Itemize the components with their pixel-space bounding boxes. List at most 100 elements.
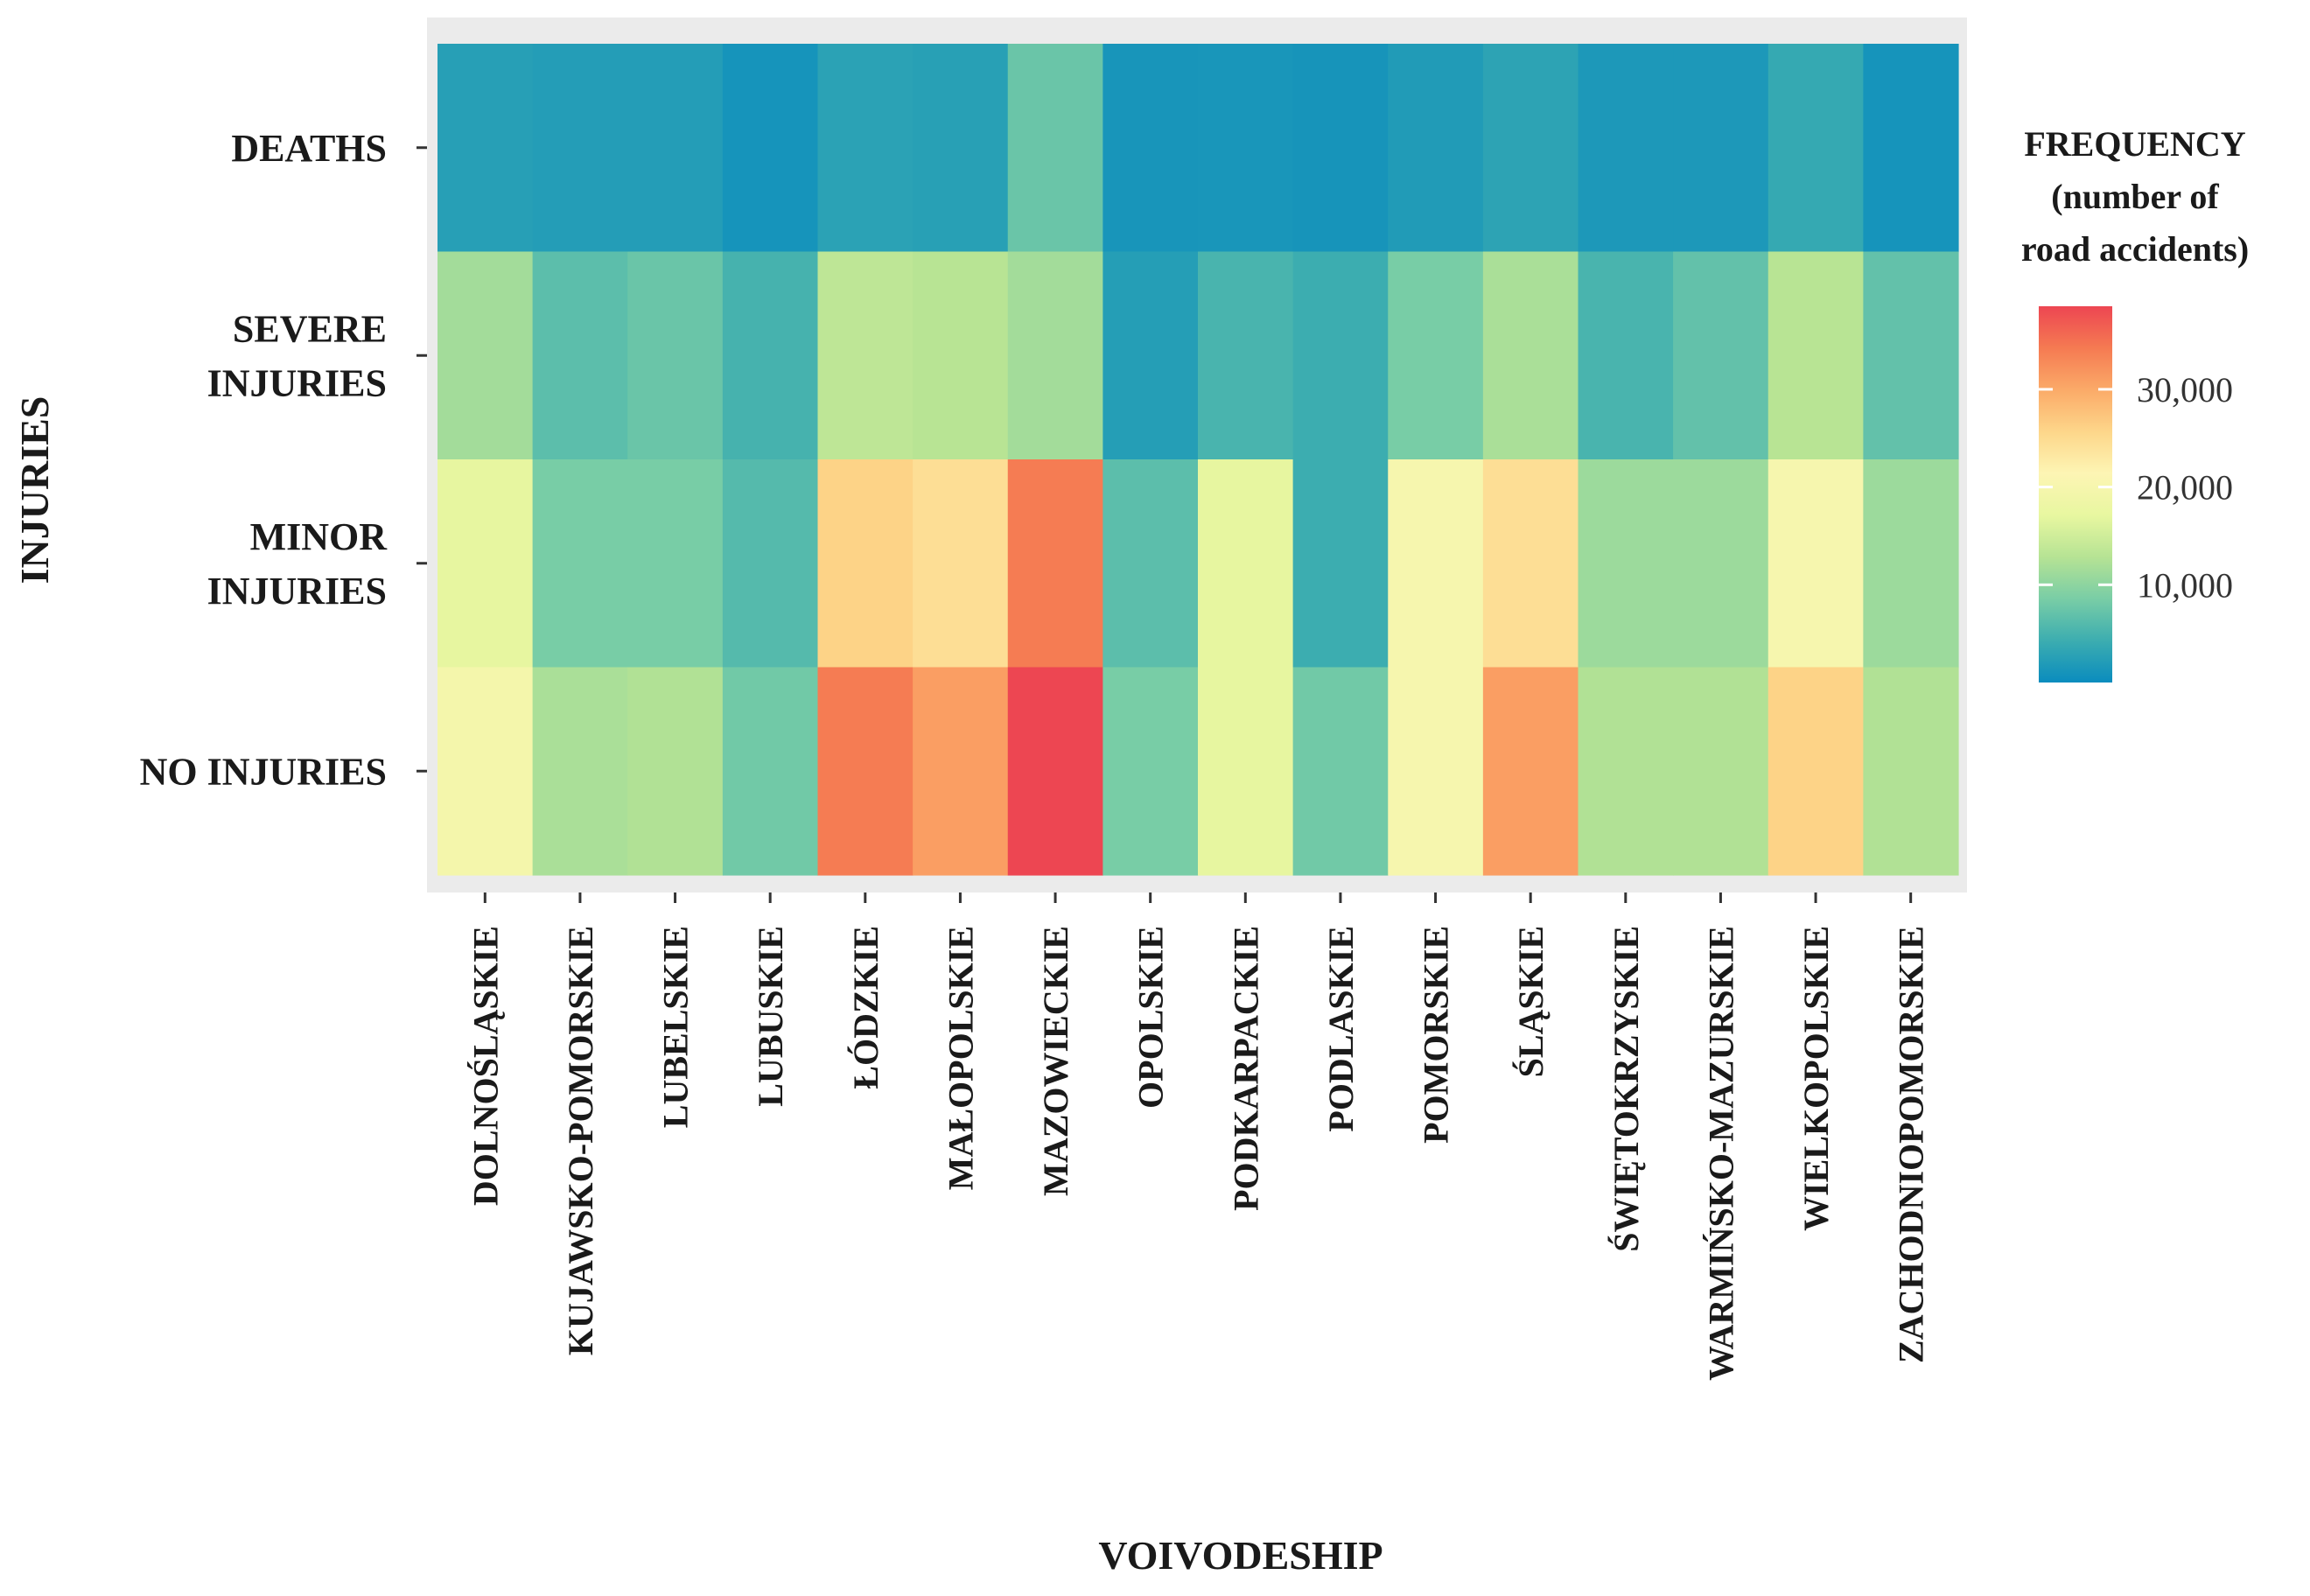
heatmap-cell-severe-11	[1388, 251, 1484, 460]
x-tick-label-10: PODLASKIE	[1321, 926, 1361, 1132]
y-tick-label-minor-line-1: MINOR	[250, 515, 388, 558]
colorbar	[2039, 306, 2112, 682]
x-tick-label-15: WIELKOPOLSKIE	[1796, 926, 1836, 1231]
colorbar-tick-label-2: 20,000	[2137, 468, 2233, 508]
heatmap-cell-deaths-3	[627, 44, 724, 253]
heatmap-cell-severe-7	[1007, 251, 1103, 460]
heatmap-cell-minor-12	[1482, 459, 1579, 668]
heatmap-cell-none-5	[817, 667, 914, 876]
heatmap-cell-severe-4	[722, 251, 819, 460]
heatmap-cell-deaths-7	[1007, 44, 1103, 253]
x-tick-marks	[483, 892, 1913, 903]
y-tick-label-minor-line-2: INJURIES	[207, 570, 387, 612]
heatmap-cell-severe-9	[1198, 251, 1294, 460]
x-tick-label-14: WARMIŃSKO-MAZURSKIE	[1701, 926, 1740, 1381]
x-tick-label-7: MAZOWIECKIE	[1036, 926, 1075, 1196]
heatmap-cell-none-1	[438, 667, 534, 876]
heatmap-cell-none-9	[1198, 667, 1294, 876]
x-tick-label-1: DOLNOŚLĄSKIE	[466, 926, 505, 1206]
heatmap-cell-deaths-15	[1768, 44, 1864, 253]
y-tick-label-none: NO INJURIES	[140, 750, 387, 793]
heatmap-cell-none-8	[1102, 667, 1199, 876]
heatmap-cell-minor-3	[627, 459, 724, 668]
y-tick-marks	[416, 146, 427, 773]
x-tick-label-5: ŁÓDZKIE	[846, 926, 886, 1089]
heatmap-cells	[438, 44, 1959, 876]
colorbar-legend: FREQUENCY (number of road accidents) 10,…	[2021, 124, 2249, 682]
heatmap-cell-none-12	[1482, 667, 1579, 876]
heatmap-cell-minor-9	[1198, 459, 1294, 668]
heatmap-cell-none-6	[913, 667, 1009, 876]
heatmap-cell-severe-8	[1102, 251, 1199, 460]
heatmap-cell-deaths-5	[817, 44, 914, 253]
heatmap-cell-minor-2	[532, 459, 628, 668]
x-tick-label-6: MAŁOPOLSKIE	[941, 926, 980, 1190]
heatmap-cell-deaths-16	[1863, 44, 1959, 253]
heatmap-cell-minor-1	[438, 459, 534, 668]
heatmap-cell-none-13	[1578, 667, 1674, 876]
x-tick-label-8: OPOLSKIE	[1131, 926, 1171, 1109]
heatmap-cell-minor-7	[1007, 459, 1103, 668]
heatmap-cell-deaths-14	[1673, 44, 1769, 253]
x-axis-title: VOIVODESHIP	[1098, 1533, 1382, 1578]
heatmap-cell-deaths-6	[913, 44, 1009, 253]
heatmap-cell-minor-10	[1292, 459, 1389, 668]
x-tick-label-13: ŚWIĘTOKRZYSKIE	[1606, 926, 1646, 1252]
x-tick-label-9: PODKARPACKIE	[1226, 926, 1265, 1211]
heatmap-cell-deaths-2	[532, 44, 628, 253]
y-axis-title: INJURIES	[12, 396, 57, 584]
heatmap-cell-severe-10	[1292, 251, 1389, 460]
heatmap-cell-minor-11	[1388, 459, 1484, 668]
heatmap-cell-minor-14	[1673, 459, 1769, 668]
heatmap-cell-minor-5	[817, 459, 914, 668]
heatmap-cell-deaths-10	[1292, 44, 1389, 253]
heatmap-cell-severe-14	[1673, 251, 1769, 460]
heatmap-cell-none-14	[1673, 667, 1769, 876]
heatmap-cell-none-15	[1768, 667, 1864, 876]
heatmap-cell-minor-8	[1102, 459, 1199, 668]
heatmap-cell-severe-13	[1578, 251, 1674, 460]
heatmap-cell-minor-6	[913, 459, 1009, 668]
y-tick-label-deaths: DEATHS	[231, 127, 387, 170]
heatmap-cell-none-3	[627, 667, 724, 876]
heatmap-cell-deaths-9	[1198, 44, 1294, 253]
heatmap-cell-minor-16	[1863, 459, 1959, 668]
heatmap-cell-minor-15	[1768, 459, 1864, 668]
x-tick-label-3: LUBELSKIE	[656, 926, 696, 1128]
colorbar-title-line-1: FREQUENCY	[2024, 124, 2245, 164]
heatmap-cell-deaths-11	[1388, 44, 1484, 253]
heatmap-cell-deaths-13	[1578, 44, 1674, 253]
y-tick-labels: DEATHS SEVERE INJURIES MINOR INJURIES NO INJU…	[140, 127, 388, 794]
x-tick-label-12: ŚLĄSKIE	[1511, 926, 1550, 1077]
x-tick-label-11: POMORSKIE	[1417, 926, 1456, 1144]
y-tick-label-severe-line-2: INJURIES	[207, 361, 387, 404]
x-tick-label-2: KUJAWSKO-POMORSKIE	[561, 926, 600, 1355]
heatmap-cell-severe-12	[1482, 251, 1579, 460]
heatmap-cell-none-16	[1863, 667, 1959, 876]
heatmap-cell-severe-2	[532, 251, 628, 460]
x-tick-label-16: ZACHODNIOPOMORSKIE	[1892, 926, 1931, 1363]
colorbar-tick-label-3: 30,000	[2137, 370, 2233, 410]
x-tick-label-4: LUBUSKIE	[751, 926, 790, 1107]
heatmap-cell-severe-1	[438, 251, 534, 460]
heatmap-cell-none-7	[1007, 667, 1103, 876]
heatmap-cell-none-4	[722, 667, 819, 876]
heatmap-cell-severe-6	[913, 251, 1009, 460]
heatmap-cell-none-2	[532, 667, 628, 876]
colorbar-tick-label-1: 10,000	[2137, 565, 2233, 605]
heatmap-cell-minor-13	[1578, 459, 1674, 668]
colorbar-title-line-3: road accidents)	[2021, 229, 2249, 269]
heatmap-cell-severe-15	[1768, 251, 1864, 460]
heatmap-cell-none-10	[1292, 667, 1389, 876]
heatmap-cell-minor-4	[722, 459, 819, 668]
heatmap-cell-severe-5	[817, 251, 914, 460]
heatmap-cell-severe-3	[627, 251, 724, 460]
heatmap-cell-deaths-12	[1482, 44, 1579, 253]
heatmap-cell-deaths-4	[722, 44, 819, 253]
heatmap-cell-deaths-8	[1102, 44, 1199, 253]
heatmap-cell-severe-16	[1863, 251, 1959, 460]
heatmap-cell-none-11	[1388, 667, 1484, 876]
colorbar-title-line-2: (number of	[2051, 177, 2219, 216]
y-tick-label-severe-line-1: SEVERE	[233, 307, 387, 350]
